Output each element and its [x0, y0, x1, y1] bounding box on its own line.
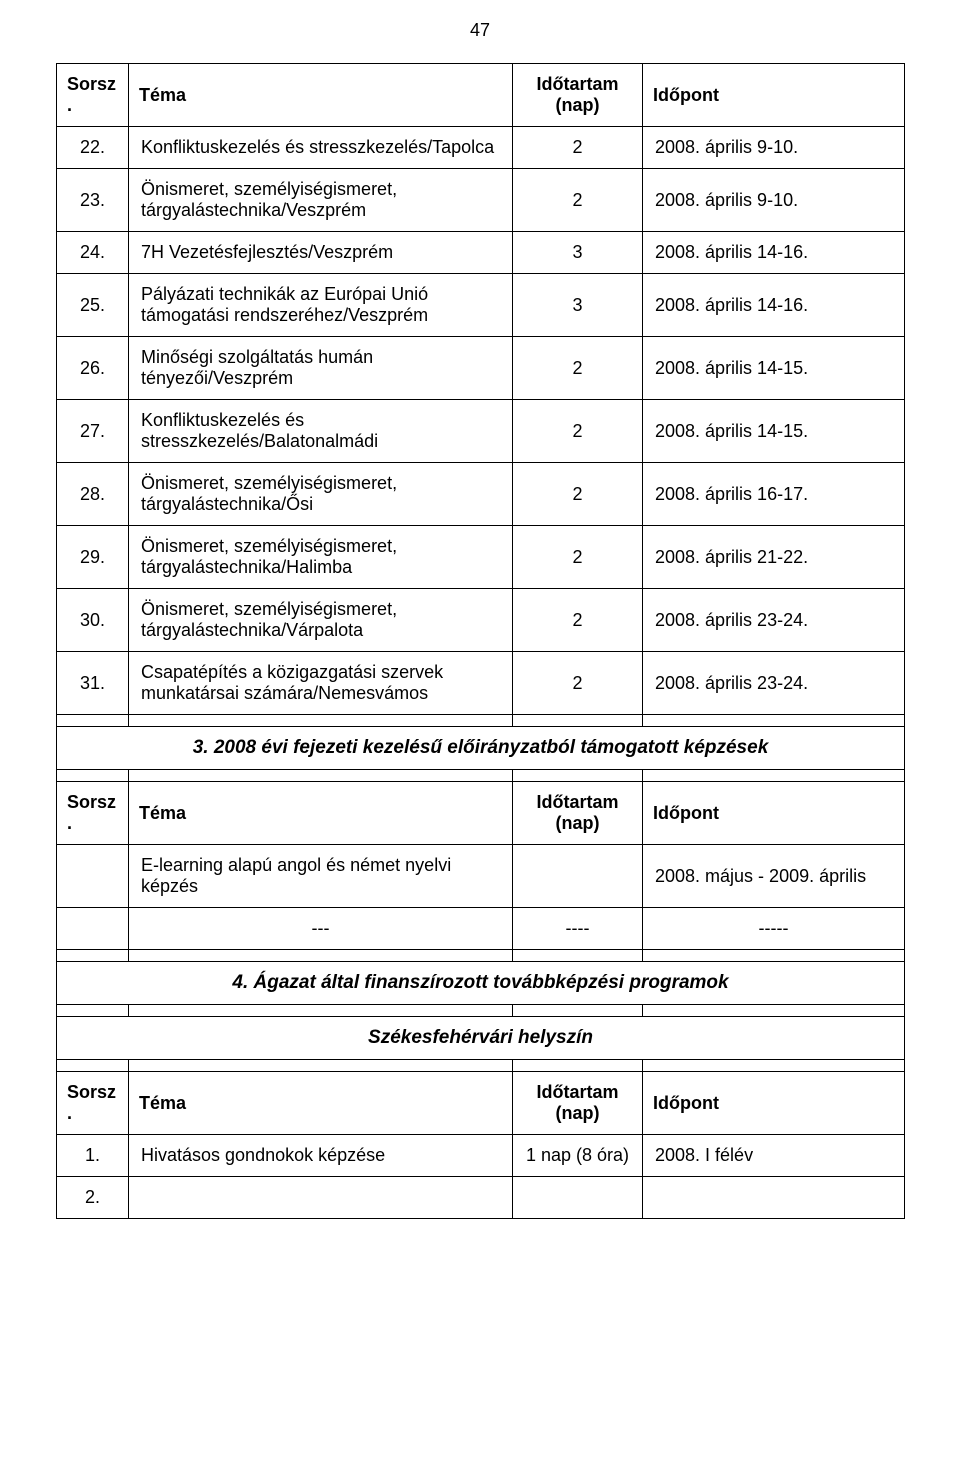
cell-dur: 2 [513, 337, 643, 400]
cell-tema: Önismeret, személyiségismeret, tárgyalás… [129, 463, 513, 526]
header-idopont: Időpont [643, 1072, 905, 1135]
cell-dur: 2 [513, 400, 643, 463]
section3-heading: 3. 2008 évi fejezeti kezelésű előirányza… [57, 727, 905, 770]
table-header-row: Sorsz. Téma Időtartam (nap) Időpont [57, 782, 905, 845]
cell-dur: 3 [513, 232, 643, 274]
header-sorsz: Sorsz. [57, 64, 129, 127]
cell-when: 2008. április 16-17. [643, 463, 905, 526]
cell-when: 2008. április 14-16. [643, 274, 905, 337]
cell-sorsz: 1. [57, 1135, 129, 1177]
cell-when: 2008. I félév [643, 1135, 905, 1177]
cell-tema: Pályázati technikák az Európai Unió támo… [129, 274, 513, 337]
cell-sorsz: 2. [57, 1177, 129, 1219]
header-idotartam: Időtartam (nap) [513, 1072, 643, 1135]
cell-sorsz [57, 908, 129, 950]
spacer-row [57, 1005, 905, 1017]
table-header-row: Sorsz. Téma Időtartam (nap) Időpont [57, 64, 905, 127]
header-idotartam: Időtartam (nap) [513, 782, 643, 845]
cell-when: 2008. április 21-22. [643, 526, 905, 589]
header-idotartam: Időtartam (nap) [513, 64, 643, 127]
header-tema: Téma [129, 1072, 513, 1135]
cell-sorsz: 25. [57, 274, 129, 337]
cell-sorsz: 26. [57, 337, 129, 400]
cell-when: 2008. április 14-15. [643, 337, 905, 400]
section-heading-row: 3. 2008 évi fejezeti kezelésű előirányza… [57, 727, 905, 770]
cell-when: 2008. április 9-10. [643, 169, 905, 232]
section4-heading: 4. Ágazat által finanszírozott továbbkép… [57, 962, 905, 1005]
cell-sorsz: 22. [57, 127, 129, 169]
cell-when: 2008. április 23-24. [643, 589, 905, 652]
cell-tema: Önismeret, személyiségismeret, tárgyalás… [129, 526, 513, 589]
table-row: 27. Konfliktuskezelés és stresszkezelés/… [57, 400, 905, 463]
cell-tema: Hivatásos gondnokok képzése [129, 1135, 513, 1177]
table-header-row: Sorsz. Téma Időtartam (nap) Időpont [57, 1072, 905, 1135]
cell-tema: Minőségi szolgáltatás humán tényezői/Ves… [129, 337, 513, 400]
cell-dur: 3 [513, 274, 643, 337]
page: 47 Sorsz. Téma Időtartam (nap) Időpont 2… [0, 0, 960, 1259]
cell-sorsz: 24. [57, 232, 129, 274]
header-sorsz: Sorsz. [57, 1072, 129, 1135]
spacer-row [57, 950, 905, 962]
cell-dur: 2 [513, 589, 643, 652]
cell-when [643, 1177, 905, 1219]
cell-tema: Csapatépítés a közigazgatási szervek mun… [129, 652, 513, 715]
cell-when: 2008. április 14-15. [643, 400, 905, 463]
cell-sorsz: 30. [57, 589, 129, 652]
cell-tema: --- [129, 908, 513, 950]
spacer-row [57, 715, 905, 727]
training-table: Sorsz. Téma Időtartam (nap) Időpont 22. … [56, 63, 905, 1219]
table-row: 30. Önismeret, személyiségismeret, tárgy… [57, 589, 905, 652]
table-row: 2. [57, 1177, 905, 1219]
header-tema: Téma [129, 64, 513, 127]
cell-when: 2008. április 9-10. [643, 127, 905, 169]
cell-when: 2008. április 23-24. [643, 652, 905, 715]
table-row: E-learning alapú angol és német nyelvi k… [57, 845, 905, 908]
table-row: 25. Pályázati technikák az Európai Unió … [57, 274, 905, 337]
cell-sorsz: 28. [57, 463, 129, 526]
header-tema: Téma [129, 782, 513, 845]
header-idopont: Időpont [643, 64, 905, 127]
cell-dur: 2 [513, 652, 643, 715]
cell-sorsz: 23. [57, 169, 129, 232]
subsection-row: Székesfehérvári helyszín [57, 1017, 905, 1060]
cell-tema: 7H Vezetésfejlesztés/Veszprém [129, 232, 513, 274]
cell-dur [513, 1177, 643, 1219]
table-row: 24. 7H Vezetésfejlesztés/Veszprém 3 2008… [57, 232, 905, 274]
table-row: 26. Minőségi szolgáltatás humán tényezői… [57, 337, 905, 400]
cell-dur [513, 845, 643, 908]
cell-dur: 1 nap (8 óra) [513, 1135, 643, 1177]
cell-dur: 2 [513, 127, 643, 169]
cell-sorsz [57, 845, 129, 908]
spacer-row [57, 1060, 905, 1072]
table-row: --- ---- ----- [57, 908, 905, 950]
header-sorsz: Sorsz. [57, 782, 129, 845]
cell-tema: Konfliktuskezelés és stresszkezelés/Bala… [129, 400, 513, 463]
cell-tema: Konfliktuskezelés és stresszkezelés/Tapo… [129, 127, 513, 169]
cell-tema: E-learning alapú angol és német nyelvi k… [129, 845, 513, 908]
page-number: 47 [56, 20, 904, 41]
table-row: 23. Önismeret, személyiségismeret, tárgy… [57, 169, 905, 232]
header-idopont: Időpont [643, 782, 905, 845]
cell-sorsz: 29. [57, 526, 129, 589]
cell-when: ----- [643, 908, 905, 950]
cell-sorsz: 31. [57, 652, 129, 715]
section-heading-row: 4. Ágazat által finanszírozott továbbkép… [57, 962, 905, 1005]
cell-dur: ---- [513, 908, 643, 950]
cell-tema: Önismeret, személyiségismeret, tárgyalás… [129, 589, 513, 652]
cell-tema: Önismeret, személyiségismeret, tárgyalás… [129, 169, 513, 232]
cell-when: 2008. május - 2009. április [643, 845, 905, 908]
cell-dur: 2 [513, 169, 643, 232]
cell-tema [129, 1177, 513, 1219]
cell-sorsz: 27. [57, 400, 129, 463]
table-row: 31. Csapatépítés a közigazgatási szervek… [57, 652, 905, 715]
cell-dur: 2 [513, 526, 643, 589]
table-row: 29. Önismeret, személyiségismeret, tárgy… [57, 526, 905, 589]
table-row: 28. Önismeret, személyiségismeret, tárgy… [57, 463, 905, 526]
spacer-row [57, 770, 905, 782]
table-row: 1. Hivatásos gondnokok képzése 1 nap (8 … [57, 1135, 905, 1177]
table-row: 22. Konfliktuskezelés és stresszkezelés/… [57, 127, 905, 169]
cell-when: 2008. április 14-16. [643, 232, 905, 274]
subsection-heading: Székesfehérvári helyszín [57, 1017, 905, 1060]
cell-dur: 2 [513, 463, 643, 526]
